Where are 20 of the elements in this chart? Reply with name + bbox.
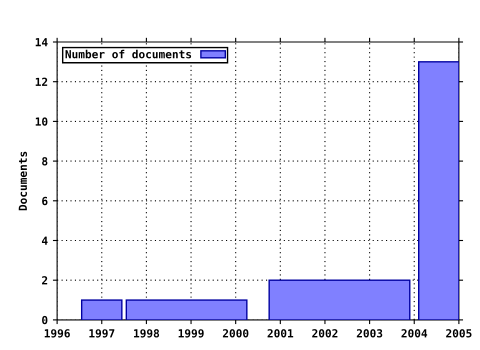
x-tick-label: 1999 (178, 329, 204, 338)
y-tick-label: 14 (36, 38, 48, 46)
x-tick-label: 1997 (89, 329, 114, 338)
x-tick-label: 2000 (222, 329, 248, 338)
x-tick-label: 2005 (446, 329, 472, 338)
x-tick-label: 2002 (312, 329, 338, 338)
y-axis-title: Documents (18, 152, 28, 210)
x-tick-label: 1996 (44, 329, 70, 338)
legend-label: Number of documents (66, 50, 192, 58)
y-tick-label: 6 (42, 196, 48, 206)
x-tick-label: 2003 (356, 329, 382, 338)
y-tick-label: 2 (42, 276, 48, 284)
y-tick-label: 4 (42, 236, 48, 245)
y-tick-label: 8 (42, 157, 48, 166)
y-tick-label: 10 (36, 117, 48, 126)
x-tick-label: 2001 (268, 329, 294, 338)
y-tick-label: 12 (36, 78, 48, 86)
y-tick-label: 0 (42, 316, 48, 324)
x-tick-label: 2004 (401, 329, 428, 338)
x-tick-label: 1998 (134, 329, 160, 338)
